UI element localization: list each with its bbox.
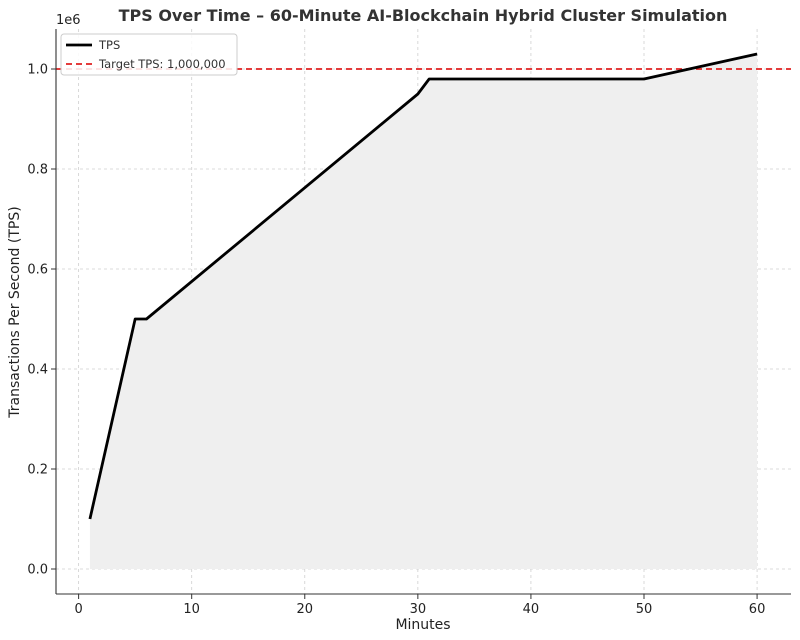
y-tick-label: 1.0	[27, 63, 48, 78]
axes: 0 10 20 30 40 50 60 0.0 0.2 0.4 0.6 0.8 1.0	[27, 29, 791, 617]
y-tick-label: 0.8	[27, 163, 48, 178]
legend-box	[60, 33, 238, 76]
chart-title: TPS Over Time – 60-Minute AI-Blockchain …	[119, 6, 728, 25]
series-lines	[88, 52, 758, 520]
x-tick-label: 10	[183, 602, 200, 617]
y-axis-offset-label: 1e6	[56, 13, 81, 28]
y-tick-label: 0.6	[27, 263, 48, 278]
x-tick-label: 40	[523, 602, 540, 617]
x-axis-label: Minutes	[395, 617, 450, 633]
area-fill	[89, 54, 758, 569]
y-tick-label: 0.2	[27, 463, 48, 478]
series-area-fill	[89, 54, 758, 569]
x-tick-label: 20	[296, 602, 313, 617]
legend-label-target: Target TPS: 1,000,000	[98, 57, 226, 71]
x-tick-label: 0	[74, 602, 82, 617]
y-axis-label: Transactions Per Second (TPS)	[7, 206, 23, 418]
series-line-tps	[88, 52, 758, 520]
legend-label-tps: TPS	[98, 38, 120, 52]
y-tick-label: 0.0	[27, 563, 48, 578]
y-tick-label: 0.4	[27, 363, 48, 378]
legend: TPS Target TPS: 1,000,000	[60, 33, 238, 76]
x-tick-label: 60	[749, 602, 766, 617]
x-tick-label: 50	[636, 602, 653, 617]
x-tick-label: 30	[410, 602, 427, 617]
